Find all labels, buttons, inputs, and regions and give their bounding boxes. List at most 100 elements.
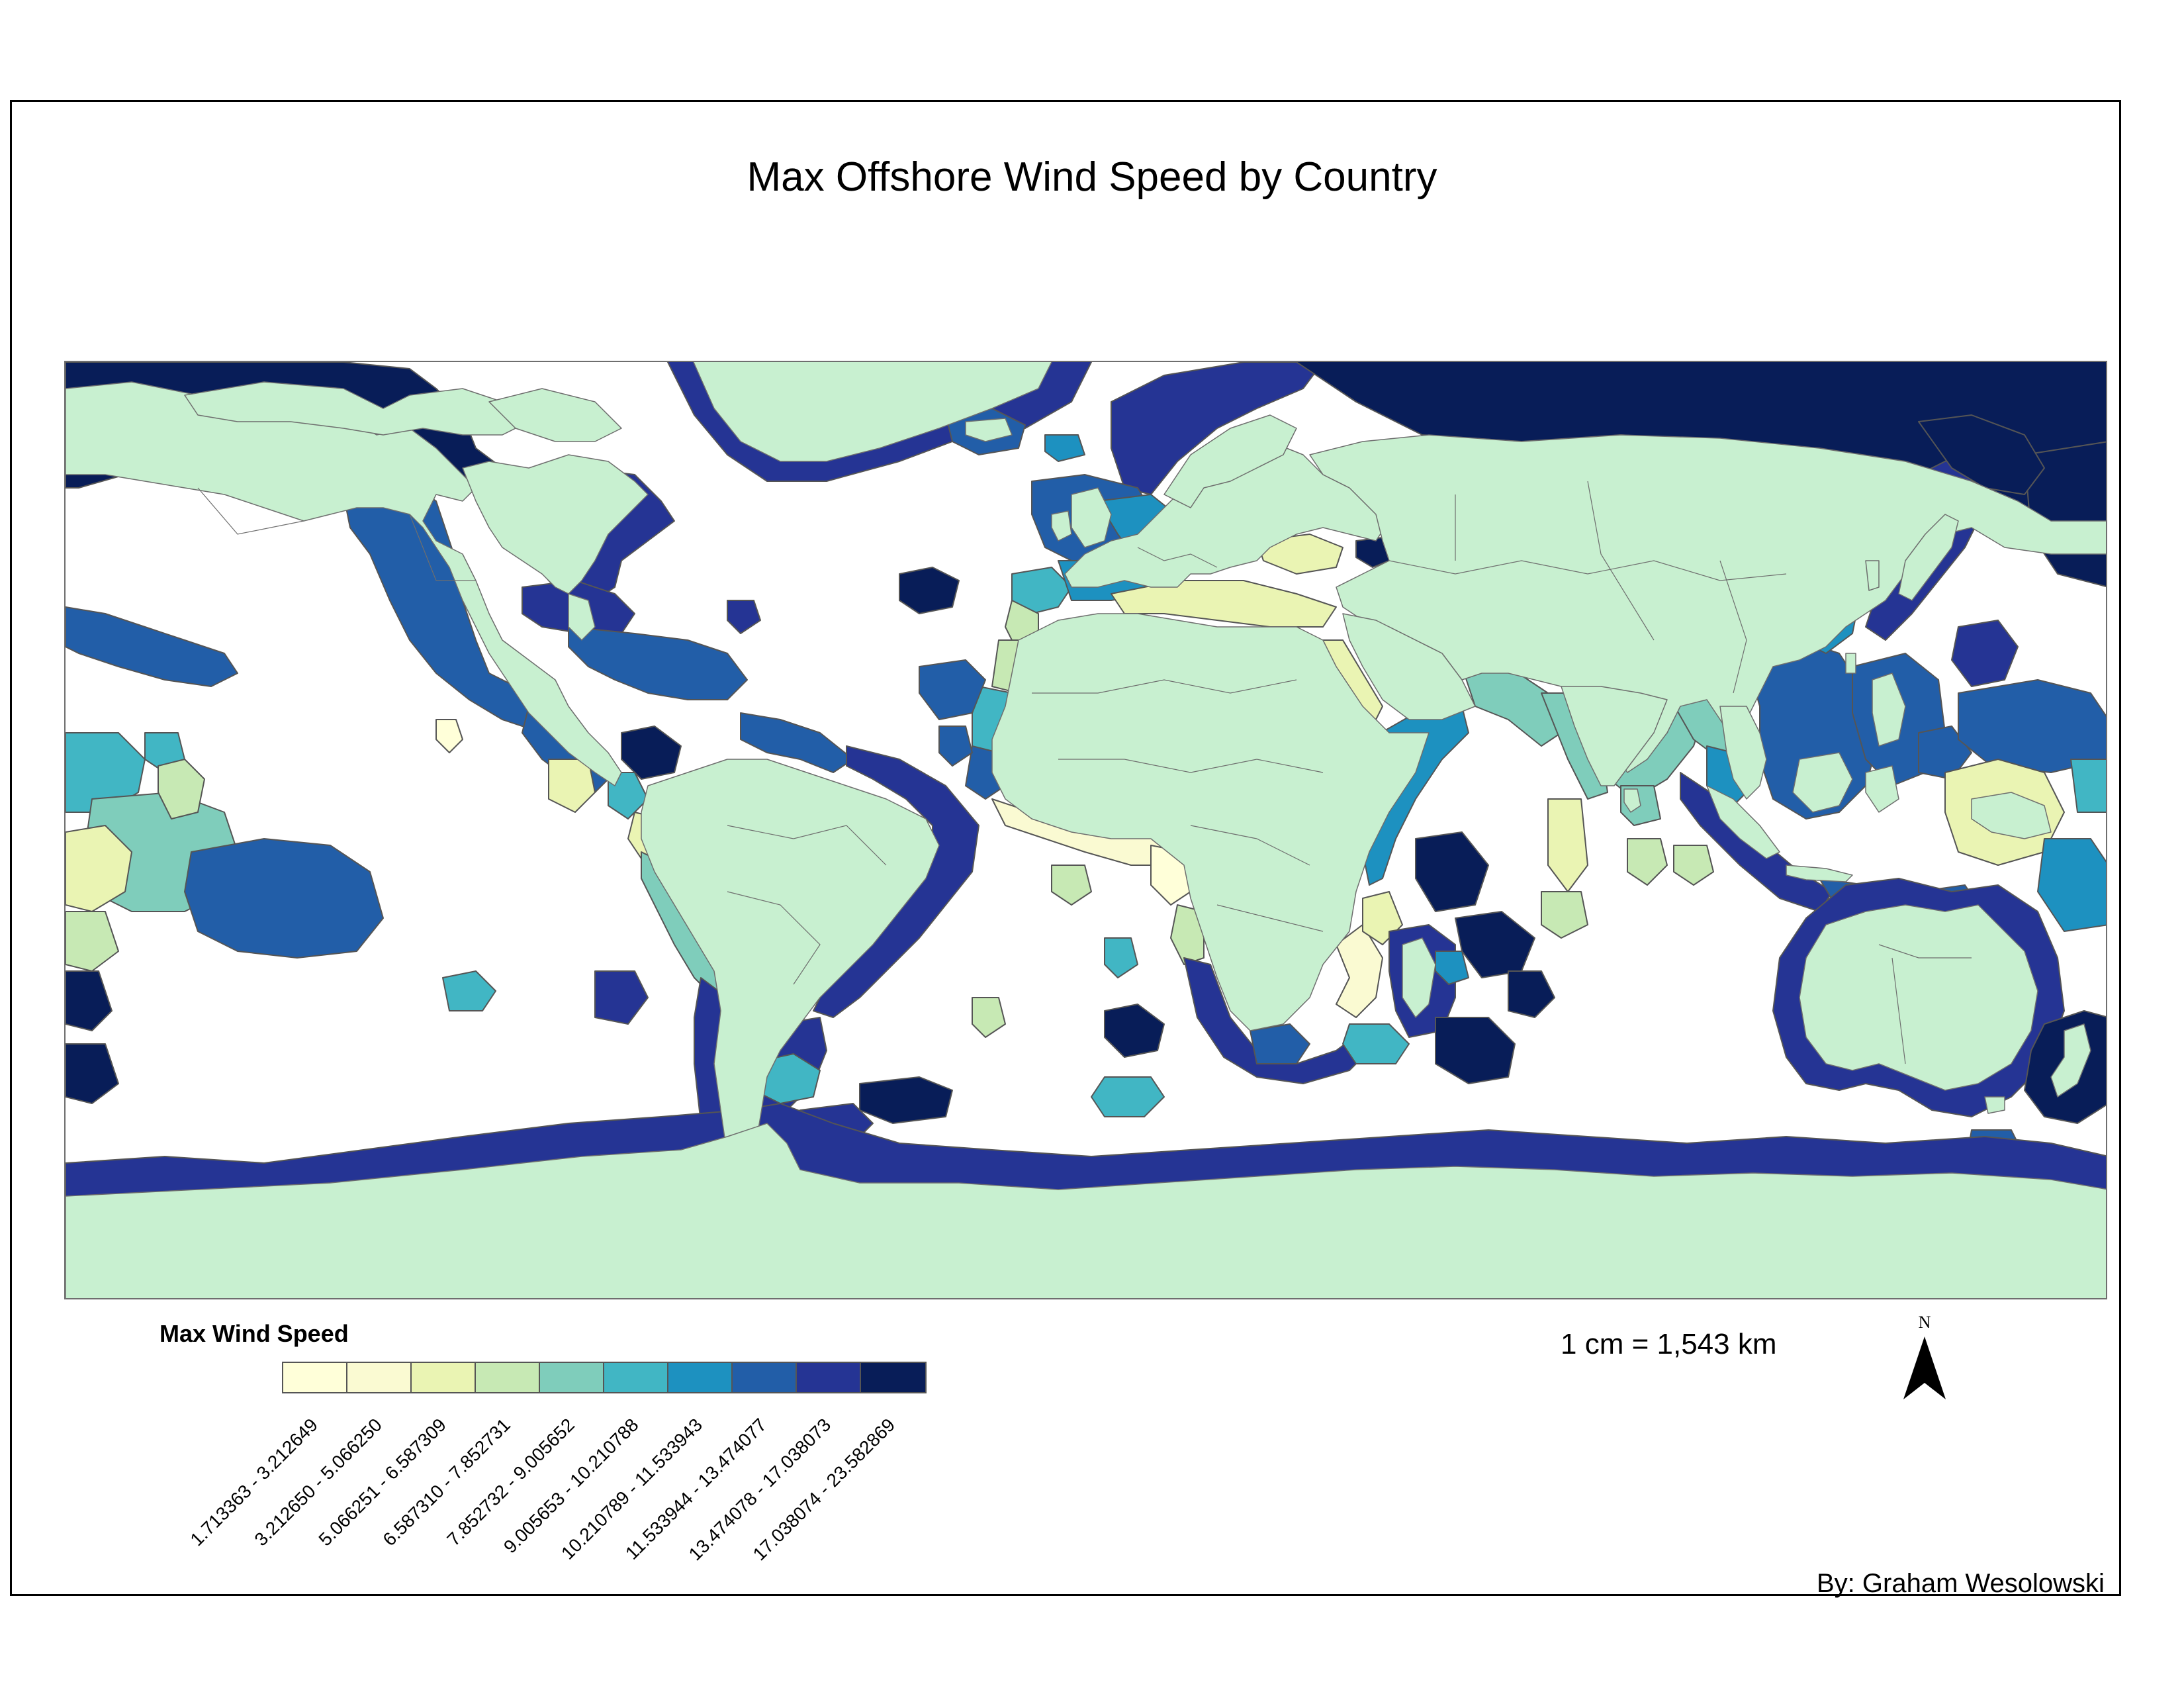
zone-costa-rica	[608, 772, 649, 820]
zone-crozet	[1342, 1023, 1410, 1064]
zone-micronesia	[1958, 679, 2106, 773]
zone-trindade	[938, 726, 973, 767]
zone-pacific-west-1	[66, 732, 146, 813]
zone-guam	[1951, 620, 2019, 687]
land-sulawesi	[1865, 765, 1899, 813]
map-frame	[10, 100, 2121, 1596]
land-new-zealand	[2050, 1023, 2091, 1098]
zone-french-polynesia	[184, 838, 384, 959]
zone-line-isl-2	[158, 759, 205, 820]
zone-kermadec	[66, 1043, 119, 1104]
zone-azores	[899, 567, 960, 614]
legend-swatch-10	[861, 1363, 925, 1392]
zone-cocos	[1673, 845, 1714, 886]
north-arrow-icon	[1903, 1336, 1946, 1399]
zone-bouvet	[1104, 1004, 1165, 1058]
legend-swatch-1	[283, 1363, 347, 1392]
legend-swatch-8	[733, 1363, 797, 1392]
land-south-america	[641, 759, 940, 1170]
zone-indian-south-1	[1250, 1023, 1310, 1064]
world-map[interactable]	[64, 361, 2107, 1299]
zone-med	[1111, 580, 1337, 628]
land-borneo	[1792, 752, 1853, 813]
zone-pacific-west-4	[66, 911, 119, 972]
legend-swatch-3	[412, 1363, 476, 1392]
legend-swatch-4	[476, 1363, 540, 1392]
land-philippines	[1872, 673, 1906, 747]
map-title: Max Offshore Wind Speed by Country	[747, 154, 1437, 200]
zone-reunion	[1435, 951, 1469, 985]
land-north-america-east	[462, 454, 649, 594]
land-korea	[1865, 560, 1880, 591]
land-australia	[1799, 904, 2038, 1091]
zone-pacific-west-3	[66, 825, 132, 912]
zone-hawaii	[66, 606, 238, 687]
zone-seychelles	[1415, 831, 1489, 912]
legend-label-5: 7.852732 - 9.005652	[442, 1414, 578, 1550]
zone-ascension	[1051, 865, 1092, 906]
legend-color-ramp	[282, 1362, 927, 1393]
land-arabia	[1342, 613, 1476, 720]
country-borders	[197, 481, 1972, 1064]
land-canada-islands	[184, 381, 529, 436]
zone-chagos	[1541, 891, 1588, 939]
zone-brazil	[813, 745, 979, 1018]
legend-swatch-7	[668, 1363, 733, 1392]
zone-solomons	[2037, 838, 2106, 932]
land-new-guinea	[1971, 792, 2052, 839]
land-sumatra	[1706, 785, 1780, 859]
zone-vanuatu	[2070, 759, 2106, 813]
zone-pitcairn	[442, 970, 496, 1011]
land	[66, 362, 2106, 1298]
land-java	[1786, 865, 1853, 882]
land-greenland	[693, 362, 1052, 462]
zone-faroe	[1044, 434, 1085, 462]
zone-bermuda	[727, 600, 761, 634]
legend-title: Max Wind Speed	[159, 1320, 349, 1347]
zone-panama	[621, 726, 682, 780]
zone-norway-arctic	[1111, 362, 1324, 495]
land-ireland	[1051, 510, 1072, 541]
zone-maldives	[1547, 798, 1588, 892]
land-florida	[568, 593, 596, 641]
zone-caribbean	[568, 626, 748, 700]
land-north-america	[66, 381, 622, 786]
land-tasmania	[1984, 1096, 2005, 1114]
north-arrow: N	[1898, 1313, 1951, 1412]
zone-juan-fernandez	[594, 970, 649, 1025]
zone-venezuela-guiana	[740, 712, 854, 773]
zone-fernando	[972, 997, 1006, 1038]
land-japan	[1898, 514, 1959, 601]
land-madagascar	[1402, 937, 1436, 1018]
author-credit: By: Graham Wesolowski	[1817, 1569, 2105, 1598]
zone-black-sea	[1256, 534, 1343, 575]
zone-indian-north-ocean	[1627, 838, 1668, 886]
land-antarctica	[66, 1123, 2106, 1298]
zone-heard	[1508, 970, 1555, 1018]
land-scandinavia	[1163, 414, 1297, 508]
scale-text: 1 cm = 1,543 km	[1561, 1328, 1777, 1360]
land-india	[1561, 686, 1668, 786]
zone-prince-edward	[1091, 1076, 1165, 1117]
legend-label-3: 5.066251 - 6.587309	[314, 1414, 450, 1550]
zone-st-helena	[1104, 937, 1138, 978]
world-map-canvas	[66, 362, 2106, 1298]
legend-label-4: 6.587310 - 7.852731	[378, 1414, 514, 1550]
legend-swatch-2	[347, 1363, 412, 1392]
zone-russia-pacific	[1918, 414, 2045, 495]
legend-swatch-9	[797, 1363, 861, 1392]
land-africa	[991, 613, 1430, 1031]
north-letter: N	[1918, 1313, 1931, 1332]
zone-clipperton	[435, 719, 463, 753]
legend-swatch-5	[540, 1363, 604, 1392]
land-taiwan	[1845, 653, 1856, 674]
land-se-asia	[1719, 706, 1767, 800]
zone-tonga-west	[66, 970, 113, 1031]
legend-labels: 1.713363 - 3.212649 3.212650 - 5.066250 5.…	[186, 1397, 924, 1595]
zone-cape-verde	[919, 659, 986, 720]
legend-swatch-6	[604, 1363, 668, 1392]
land-baffin	[488, 388, 622, 442]
zone-kerguelen	[1435, 1017, 1516, 1084]
land-uk	[1071, 487, 1112, 548]
land-sri-lanka	[1623, 788, 1641, 813]
